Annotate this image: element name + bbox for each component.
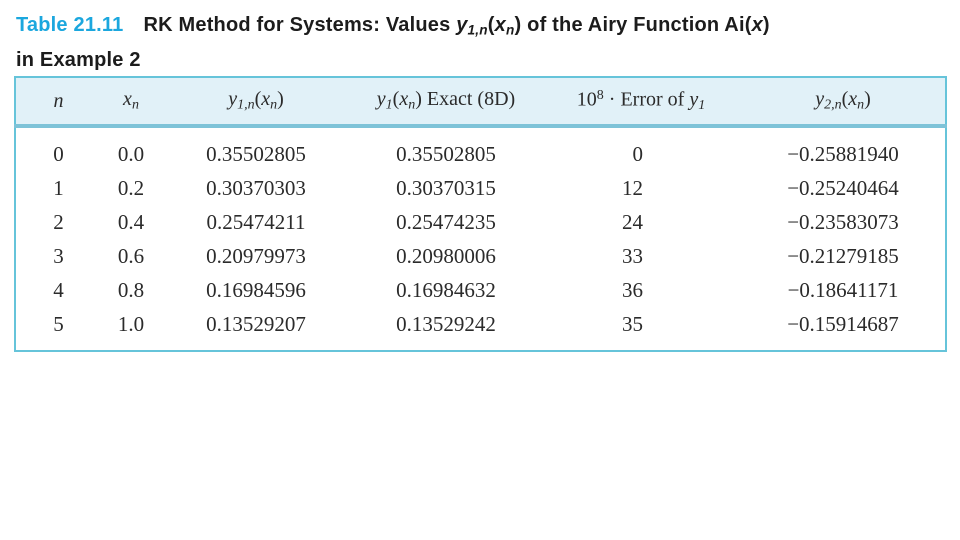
- cell-y2n: −0.23583073: [787, 209, 899, 234]
- cell-n: 3: [53, 243, 64, 268]
- cell-y1-exact: 0.16984632: [396, 277, 496, 302]
- table-row: 1 0.2 0.30370303 0.30370315 12 −0.252404…: [15, 171, 946, 205]
- cell-y2n: −0.25240464: [787, 175, 899, 200]
- table-caption: Table 21.11 RK Method for Systems: Values…: [16, 10, 926, 76]
- table-header-row: n xn y1,n(xn) y1(xn) Exact (8D) 108 · Er…: [15, 77, 946, 128]
- cell-xn: 0.6: [117, 243, 145, 268]
- cell-y1-exact: 0.13529242: [396, 311, 496, 336]
- table-row: 3 0.6 0.20979973 0.20980006 33 −0.212791…: [15, 239, 946, 273]
- cell-y1n: 0.30370303: [206, 175, 306, 200]
- cell-xn: 0.0: [117, 141, 145, 166]
- col-header-y1n: y1,n(xn): [161, 77, 351, 128]
- cell-xn: 0.2: [117, 175, 145, 200]
- table-number: Table 21.11: [16, 14, 124, 36]
- cell-y2n: −0.25881940: [787, 141, 899, 166]
- cell-n: 0: [53, 141, 64, 166]
- col-header-error: 108 · Error of y1: [541, 77, 741, 128]
- cell-y1-exact: 0.30370315: [396, 175, 496, 200]
- table-row: 0 0.0 0.35502805 0.35502805 0 −0.2588194…: [15, 126, 946, 171]
- cell-y1-exact: 0.35502805: [396, 141, 496, 166]
- cell-y1n: 0.16984596: [206, 277, 306, 302]
- cell-xn: 0.4: [117, 209, 145, 234]
- table-row: 5 1.0 0.13529207 0.13529242 35 −0.159146…: [15, 307, 946, 351]
- cell-n: 5: [53, 311, 64, 336]
- cell-error: 12: [622, 175, 643, 200]
- cell-xn: 0.8: [117, 277, 145, 302]
- cell-error: 35: [622, 311, 643, 336]
- cell-error: 24: [622, 209, 643, 234]
- table-row: 4 0.8 0.16984596 0.16984632 36 −0.186411…: [15, 273, 946, 307]
- cell-n: 2: [53, 209, 64, 234]
- cell-error: 0: [632, 141, 644, 166]
- cell-xn: 1.0: [117, 311, 145, 336]
- cell-error: 33: [622, 243, 643, 268]
- table-title-text: RK Method for Systems: Values y1,n(xn) o…: [143, 14, 770, 38]
- table-row: 2 0.4 0.25474211 0.25474235 24 −0.235830…: [15, 205, 946, 239]
- cell-y1n: 0.35502805: [206, 141, 306, 166]
- cell-error: 36: [622, 277, 643, 302]
- cell-n: 4: [53, 277, 64, 302]
- col-header-xn: xn: [101, 77, 161, 128]
- table-caption-line2: in Example 2: [16, 49, 141, 72]
- cell-y2n: −0.21279185: [787, 243, 899, 268]
- cell-y2n: −0.15914687: [787, 311, 899, 336]
- col-header-n: n: [15, 77, 101, 128]
- results-table: n xn y1,n(xn) y1(xn) Exact (8D) 108 · Er…: [14, 76, 947, 352]
- col-header-y1-exact: y1(xn) Exact (8D): [351, 77, 541, 128]
- col-header-y2n: y2,n(xn): [741, 77, 946, 128]
- cell-y1n: 0.13529207: [206, 311, 306, 336]
- cell-y1-exact: 0.25474235: [396, 209, 496, 234]
- cell-y2n: −0.18641171: [787, 277, 899, 302]
- cell-y1n: 0.25474211: [206, 209, 306, 234]
- cell-n: 1: [53, 175, 64, 200]
- cell-y1n: 0.20979973: [206, 243, 306, 268]
- cell-y1-exact: 0.20980006: [396, 243, 496, 268]
